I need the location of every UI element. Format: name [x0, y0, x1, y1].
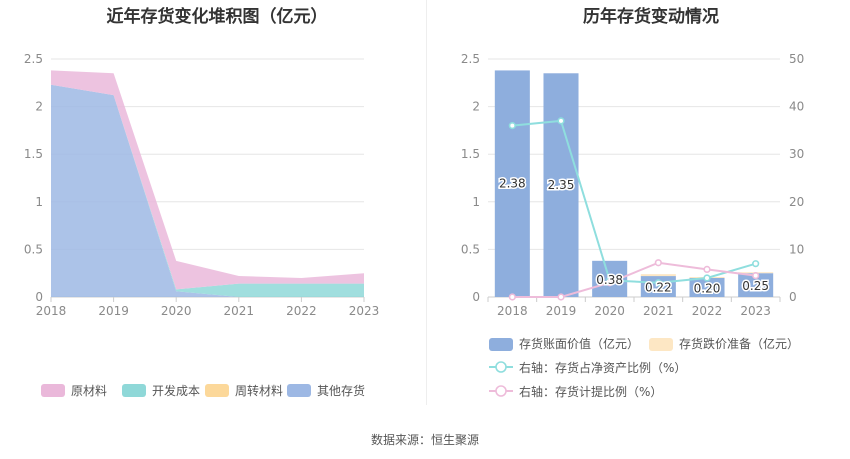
bar-book-value [738, 273, 774, 297]
bar-book-value [689, 277, 725, 297]
right-x-tick-label: 2023 [740, 304, 771, 318]
right-right-y-tick-label: 20 [789, 195, 804, 209]
left-y-tick-label: 1.5 [24, 147, 43, 161]
right-legend-swatch [489, 338, 513, 351]
right-legend-label: 存货跌价准备（亿元） [679, 336, 799, 351]
bar-book-value [543, 73, 579, 297]
bar-data-label: 0.38 [596, 273, 623, 287]
left-legend-label: 周转材料 [235, 383, 283, 398]
left-y-tick-label: 1 [35, 195, 43, 209]
line-point-1 [557, 293, 565, 301]
left-legend-swatch [122, 384, 146, 397]
right-right-y-tick-label: 10 [789, 242, 804, 256]
left-chart-title: 近年存货变化堆积图（亿元） [106, 7, 328, 27]
line-point-1 [654, 259, 662, 267]
left-y-tick-label: 2.5 [24, 52, 43, 66]
area-series-原材料 [51, 70, 364, 290]
right-x-tick-label: 2019 [546, 304, 577, 318]
bar-impairment-reserve [640, 274, 676, 277]
bar-data-label: 0.25 [742, 279, 769, 293]
left-legend-swatch [287, 384, 311, 397]
right-x-tick-label: 2020 [594, 304, 625, 318]
left-x-tick-label: 2022 [286, 304, 317, 318]
left-legend-label: 其他存货 [317, 383, 365, 398]
line-point-1 [606, 279, 614, 287]
line-point-0 [508, 122, 516, 130]
bar-data-label: 0.22 [645, 281, 672, 295]
line-point-0 [752, 260, 760, 268]
data-source: 数据来源：恒生聚源 [370, 433, 479, 447]
right-right-y-tick-label: 0 [789, 290, 797, 304]
right-chart-title: 历年存货变动情况 [583, 7, 719, 27]
left-legend-label: 开发成本 [152, 383, 200, 398]
bar-book-value [494, 70, 530, 297]
right-x-tick-label: 2021 [643, 304, 674, 318]
right-right-y-tick-label: 40 [789, 100, 804, 114]
right-legend-label: 右轴：存货占净资产比例（%） [519, 360, 686, 375]
right-legend-marker [495, 361, 507, 373]
right-right-y-tick-label: 30 [789, 147, 804, 161]
line-series-1 [512, 261, 756, 298]
right-x-tick-label: 2018 [497, 304, 528, 318]
line-point-1 [752, 271, 760, 280]
line-series-0 [512, 119, 756, 284]
chart-divider [426, 0, 427, 405]
bar-data-label: 2.38 [499, 177, 526, 191]
left-legend-label: 原材料 [71, 384, 107, 398]
left-y-tick-label: 0.5 [24, 242, 43, 256]
right-left-y-tick-label: 1.5 [461, 147, 480, 161]
left-x-tick-label: 2019 [98, 304, 129, 318]
left-x-tick-label: 2018 [36, 304, 67, 318]
right-legend-swatch [649, 338, 673, 351]
bar-data-label: 0.20 [694, 281, 721, 295]
line-point-1 [703, 265, 711, 273]
left-y-tick-label: 2 [35, 100, 43, 114]
right-right-y-tick-label: 50 [789, 52, 804, 66]
right-left-y-tick-label: 2.5 [461, 52, 480, 66]
left-legend-swatch [41, 384, 65, 397]
line-point-0 [557, 117, 565, 125]
line-point-0 [703, 274, 711, 282]
right-left-y-tick-label: 1 [472, 195, 480, 209]
left-x-tick-label: 2020 [161, 304, 192, 318]
right-x-tick-label: 2022 [692, 304, 723, 318]
right-left-y-tick-label: 2 [472, 100, 480, 114]
left-y-tick-label: 0 [35, 290, 43, 304]
right-legend-label: 存货账面价值（亿元） [519, 336, 639, 351]
right-left-y-tick-label: 0 [472, 290, 480, 304]
line-point-0 [654, 279, 662, 287]
area-series-其他存货 [51, 84, 364, 297]
left-x-tick-label: 2021 [224, 304, 255, 318]
left-legend-swatch [205, 384, 229, 397]
left-x-tick-label: 2023 [349, 304, 380, 318]
bar-data-label: 2.35 [548, 178, 575, 192]
line-point-1 [508, 293, 516, 301]
right-legend-label: 右轴：存货计提比例（%） [519, 384, 662, 399]
right-legend-marker [495, 385, 507, 397]
right-left-y-tick-label: 0.5 [461, 242, 480, 256]
